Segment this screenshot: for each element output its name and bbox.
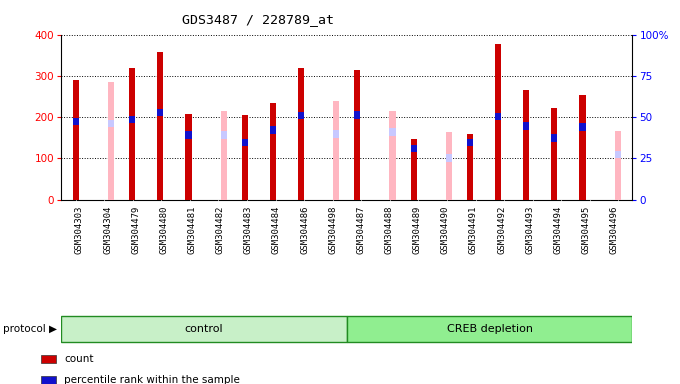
Bar <box>523 122 529 129</box>
Bar <box>523 90 529 200</box>
Bar <box>270 103 276 200</box>
Bar <box>298 68 304 200</box>
Bar <box>445 154 452 162</box>
Text: protocol ▶: protocol ▶ <box>3 324 57 334</box>
Bar <box>466 139 473 146</box>
Text: GSM304496: GSM304496 <box>609 205 619 254</box>
Text: GSM304483: GSM304483 <box>244 205 253 254</box>
Text: GSM304480: GSM304480 <box>159 205 169 254</box>
Text: GSM304498: GSM304498 <box>328 205 337 254</box>
Bar <box>241 115 248 200</box>
Bar <box>73 118 79 126</box>
Bar <box>61 316 347 342</box>
Bar <box>411 145 417 152</box>
Text: control: control <box>185 324 223 334</box>
Bar <box>157 109 163 116</box>
Text: GSM304495: GSM304495 <box>581 205 590 254</box>
Bar <box>186 114 192 200</box>
Text: GSM304303: GSM304303 <box>75 205 84 254</box>
Text: GSM304492: GSM304492 <box>497 205 506 254</box>
Text: count: count <box>64 354 93 364</box>
Bar <box>551 134 558 142</box>
Bar <box>445 132 452 200</box>
Bar <box>108 120 114 127</box>
Text: GSM304486: GSM304486 <box>300 205 309 254</box>
Text: GSM304491: GSM304491 <box>469 205 478 254</box>
Bar <box>390 111 396 200</box>
Bar <box>129 68 135 200</box>
Bar <box>298 112 304 119</box>
Bar <box>333 130 339 138</box>
Bar <box>270 126 276 134</box>
Bar <box>186 131 192 139</box>
Text: GSM304488: GSM304488 <box>384 205 394 254</box>
Bar <box>220 131 227 139</box>
Bar <box>390 128 396 136</box>
Bar <box>466 134 473 200</box>
Bar <box>108 82 114 200</box>
Text: GSM304487: GSM304487 <box>356 205 365 254</box>
Bar <box>579 123 585 131</box>
Bar <box>354 111 360 119</box>
Bar <box>411 139 417 200</box>
Text: CREB depletion: CREB depletion <box>447 324 532 334</box>
Bar <box>347 316 632 342</box>
Bar <box>495 44 501 200</box>
Text: GSM304484: GSM304484 <box>272 205 281 254</box>
Bar <box>615 131 621 200</box>
Text: GSM304482: GSM304482 <box>216 205 224 254</box>
Text: GSM304490: GSM304490 <box>441 205 449 254</box>
Text: GSM304481: GSM304481 <box>188 205 197 254</box>
Bar <box>579 95 585 200</box>
Text: GSM304494: GSM304494 <box>554 205 562 254</box>
Text: percentile rank within the sample: percentile rank within the sample <box>64 375 240 384</box>
Bar <box>551 108 558 200</box>
Bar <box>129 116 135 123</box>
Bar <box>615 151 621 159</box>
Bar <box>354 71 360 200</box>
Text: GDS3487 / 228789_at: GDS3487 / 228789_at <box>182 13 335 26</box>
Bar <box>220 111 227 200</box>
Bar <box>241 139 248 146</box>
Bar <box>157 52 163 200</box>
Bar <box>495 113 501 121</box>
Text: GSM304493: GSM304493 <box>525 205 534 254</box>
Text: GSM304304: GSM304304 <box>103 205 112 254</box>
Text: GSM304489: GSM304489 <box>413 205 422 254</box>
Bar <box>333 101 339 200</box>
Text: GSM304479: GSM304479 <box>131 205 140 254</box>
Bar <box>73 80 79 200</box>
